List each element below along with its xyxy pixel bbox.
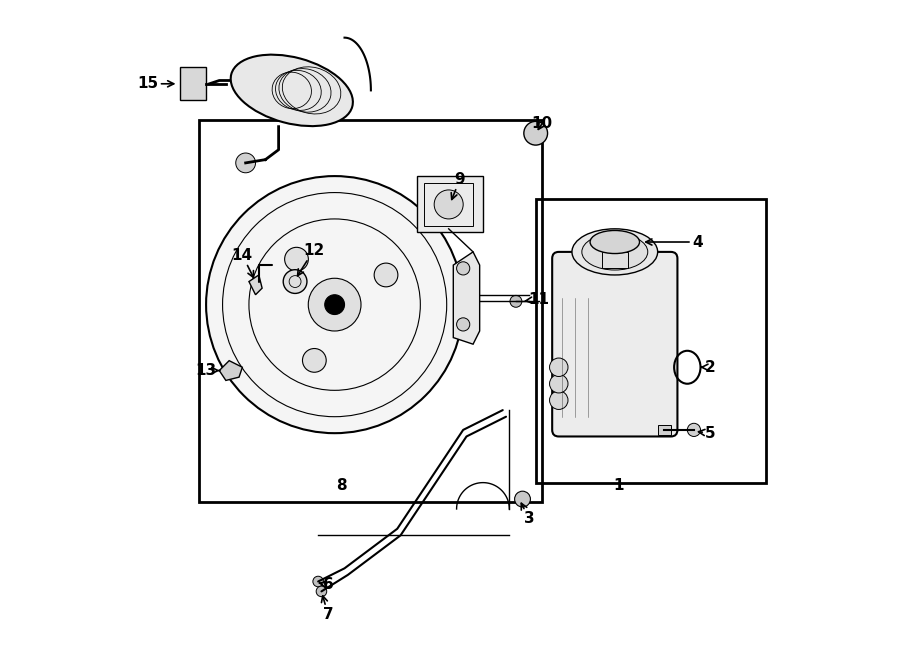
Circle shape: [456, 318, 470, 331]
Circle shape: [550, 391, 568, 410]
Text: 1: 1: [613, 479, 624, 493]
Circle shape: [688, 423, 700, 436]
Circle shape: [374, 263, 398, 287]
Ellipse shape: [590, 230, 640, 254]
Circle shape: [302, 348, 326, 372]
Ellipse shape: [581, 234, 648, 270]
Circle shape: [316, 586, 327, 596]
Bar: [536, 199, 767, 483]
FancyBboxPatch shape: [553, 252, 678, 436]
Text: 15: 15: [138, 76, 174, 91]
Circle shape: [313, 576, 323, 587]
Circle shape: [510, 295, 522, 307]
Circle shape: [325, 295, 345, 314]
Bar: [200, 120, 543, 502]
Text: 5: 5: [698, 426, 716, 441]
Text: 4: 4: [646, 234, 703, 250]
Text: 13: 13: [195, 363, 220, 378]
Polygon shape: [249, 275, 262, 295]
Text: 8: 8: [336, 479, 346, 493]
Polygon shape: [220, 361, 242, 381]
Bar: [424, 183, 473, 226]
Text: 3: 3: [521, 503, 535, 526]
Text: 14: 14: [232, 248, 254, 277]
Circle shape: [515, 491, 530, 507]
Text: 2: 2: [702, 359, 716, 375]
Text: 11: 11: [526, 292, 550, 307]
Bar: [180, 68, 206, 100]
Circle shape: [206, 176, 464, 433]
Ellipse shape: [230, 55, 353, 126]
Text: 6: 6: [320, 577, 333, 592]
Text: 9: 9: [451, 172, 465, 199]
Circle shape: [550, 358, 568, 377]
Circle shape: [284, 269, 307, 293]
Circle shape: [309, 278, 361, 331]
Bar: [601, 252, 628, 268]
Ellipse shape: [572, 229, 658, 275]
Circle shape: [524, 121, 547, 145]
Text: 10: 10: [532, 116, 553, 131]
Circle shape: [434, 190, 464, 219]
Circle shape: [456, 261, 470, 275]
Bar: [417, 176, 483, 232]
Polygon shape: [454, 252, 480, 344]
Text: 7: 7: [321, 596, 333, 622]
Circle shape: [284, 248, 309, 271]
Circle shape: [550, 375, 568, 393]
Bar: [658, 424, 670, 435]
Text: 12: 12: [298, 243, 324, 275]
Circle shape: [236, 153, 256, 173]
